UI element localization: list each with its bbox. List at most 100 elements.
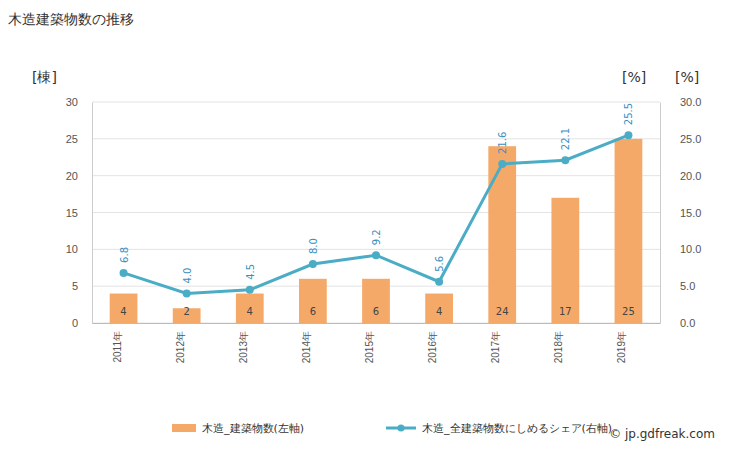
x-tick-label: 2015年 [364,331,375,363]
x-axis-line [93,323,661,324]
grid [92,102,660,323]
bar-label: 6 [373,306,379,317]
point-label: 6.8 [119,247,130,263]
bar-label: 4 [120,306,126,317]
x-tick-label: 2014年 [301,331,312,363]
y2-tick-label: 15.0 [680,207,701,219]
y2-tick: 5.0 [660,280,695,292]
x-tick: 2018年 [553,323,565,363]
y2-tick: 30.0 [660,96,701,108]
bar [299,279,327,323]
y-tick-label: 10 [66,243,78,255]
point [309,260,317,268]
y2-tick-label: 10.0 [680,243,701,255]
grid-line [92,138,660,139]
bar-label: 4 [436,306,442,317]
y-tick-label: 25 [66,133,78,145]
y2-tick: 15.0 [660,207,701,219]
legend-swatch [172,424,196,432]
x-tick-label: 2017年 [490,331,501,363]
y2-axis: 0.0 5.0 10.0 15.0 20.0 25.0 30.0 [660,96,701,329]
bar-label: 6 [310,306,316,317]
y2-tick-label: 5.0 [680,280,695,292]
x-tick: 2014年 [301,323,313,363]
y-tick: 0 [72,317,92,329]
x-tick: 2015年 [364,323,376,363]
point [246,286,254,294]
point-label: 9.2 [371,229,382,245]
y-tick: 30 [66,96,92,108]
x-tick-label: 2018年 [553,331,564,363]
plot-area [110,131,643,323]
point [183,290,191,298]
y2-axis-label: [%] [675,69,699,85]
y-tick: 10 [66,243,92,255]
x-tick: 2019年 [616,323,628,363]
point-label: 4.5 [245,264,256,280]
y2-tick: 0.0 [660,317,695,329]
grid-line [92,102,660,103]
point [498,160,506,168]
chart: 木造建築物数の推移0510152025300.05.010.015.020.02… [0,0,729,450]
bar [236,294,264,323]
legend-item: 木造_建築物数(左軸) [172,422,304,435]
x-tick-label: 2013年 [238,331,249,363]
y-axis-label: [棟] [32,69,57,85]
bar-label: 24 [496,306,509,317]
y2-tick: 25.0 [660,133,701,145]
y2-axis-label: [%] [622,69,646,85]
y2-tick-label: 30.0 [680,96,701,108]
x-tick-label: 2019年 [616,331,627,363]
bar [425,294,453,323]
title: 木造建築物数の推移 [8,11,134,27]
x-axis: 2011年 2012年 2013年 2014年 2015年 2016年 2017年 2018年… [93,323,661,363]
point [372,251,380,259]
grid-line [92,175,660,176]
y-axis: 051015202530 [66,96,93,329]
legend-marker [398,425,405,432]
x-tick: 2016年 [427,323,439,363]
line [124,135,629,293]
y2-tick-label: 20.0 [680,170,701,182]
bar [615,139,643,323]
y2-axis-line [660,103,661,324]
bar-label: 17 [559,306,572,317]
y-tick-label: 20 [66,170,78,182]
x-tick: 2012年 [175,323,187,363]
point-label: 22.1 [560,128,571,150]
y-tick-label: 5 [72,280,78,292]
bar-label: 25 [622,306,635,317]
point-label: 8.0 [308,238,319,254]
point-label: 25.5 [623,103,634,125]
point [624,131,632,139]
x-tick: 2013年 [238,323,250,363]
annotation: © jp.gdfreak.com [609,427,715,441]
bar-label: 4 [247,306,253,317]
legend-label: 木造_建築物数(左軸) [202,422,304,435]
y-axis-line [92,103,93,324]
point [561,156,569,164]
point-label: 5.6 [434,256,445,272]
x-tick: 2011年 [112,323,124,363]
y2-tick: 20.0 [660,170,701,182]
bar-label: 2 [183,306,189,317]
bar [362,279,390,323]
legend-label: 木造_全建築物数にしめるシェア(右軸) [422,422,612,435]
x-tick: 2017年 [490,323,502,363]
legend: 木造_建築物数(左軸) 木造_全建築物数にしめるシェア(右軸) [172,422,612,435]
data-labels: 4246642417256.84.04.58.09.25.621.622.125… [119,103,635,317]
x-tick-label: 2016年 [427,331,438,363]
legend-item: 木造_全建築物数にしめるシェア(右軸) [386,422,612,435]
point [120,269,128,277]
y2-tick: 10.0 [660,243,701,255]
point [435,278,443,286]
y-tick: 20 [66,170,92,182]
point-label: 4.0 [182,268,193,284]
y-tick: 5 [72,280,92,292]
bar [551,198,579,323]
point-label: 21.6 [497,132,508,154]
bar [488,146,516,323]
x-tick-label: 2011年 [112,331,123,363]
y-tick: 25 [66,133,92,145]
y2-tick-label: 0.0 [680,317,695,329]
